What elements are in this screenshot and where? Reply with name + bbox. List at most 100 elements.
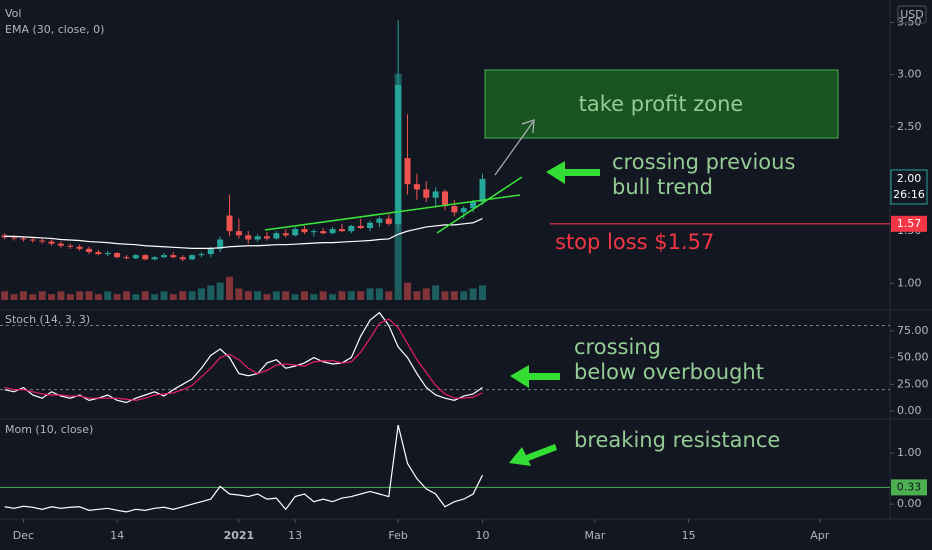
x-tick-label: 2021 [224,529,255,542]
last-price-label: 2.00 [897,172,922,185]
volume-bar [57,291,65,300]
volume-bar [10,294,18,300]
volume-bar [76,291,84,300]
candle-body [385,218,392,224]
volume-bar [151,294,159,300]
candle-body [423,189,430,198]
y-tick-label: 1.00 [897,446,922,459]
volume-bar [104,291,112,300]
y-tick-label: 50.00 [897,351,929,364]
last-price-box [890,169,928,205]
candle-body [320,231,327,234]
volume-bar [366,288,374,300]
candle-body [432,191,439,198]
volume-bar [432,285,440,300]
arrow [494,121,534,176]
take-profit-box [484,69,839,139]
volume-bar [244,291,252,300]
volume-bar [375,288,383,300]
annotation: crossing previous [612,150,795,174]
volume-bar [19,291,27,300]
candle-body [170,255,177,258]
volume-bar [48,294,56,300]
volume-bar [1,291,9,300]
candle-body [151,257,158,260]
currency-box [897,5,927,24]
candle-body [348,225,355,232]
volume-bar [478,285,486,300]
candle-body [367,222,374,228]
volume-bar [357,291,365,300]
candle-body [86,248,92,252]
volume-bar [38,291,46,300]
y-tick-label: 2.50 [897,120,922,133]
volume-bar [235,288,243,300]
volume-bar [413,291,421,300]
candle-body [207,248,214,255]
candle-body [11,237,18,239]
candle-body [217,239,224,249]
annotation: stop loss $1.57 [555,230,714,254]
volume-bar [329,294,337,300]
volume-bar [300,291,308,300]
indicator-line [4,318,483,401]
volume-bar [338,291,346,300]
volume-bar [450,291,458,300]
x-tick-label: Apr [810,529,830,542]
volume-bar [66,294,74,300]
arrow-head [521,119,535,134]
x-tick-label: 10 [475,529,489,542]
candle-body [114,253,121,258]
volume-bar [207,285,215,300]
indicator-line [4,424,484,513]
candle-body [338,229,345,232]
arrows [509,161,600,466]
candle-body [254,236,261,240]
candle-body [132,255,139,259]
candle-body [189,255,196,260]
arrow [526,373,560,380]
volume-bar [469,288,477,300]
candle-body [20,238,27,240]
candle-body [48,241,55,244]
x-tick-label: Dec [13,529,34,542]
y-tick-label: 25.00 [897,377,929,390]
volume-bar [385,291,393,300]
candle-body [67,245,74,247]
candle-body [235,231,242,236]
annotation: bull trend [612,175,713,199]
volume-bar [179,291,187,300]
volume-bar [254,291,262,300]
volume-bar [404,282,412,300]
level-label: 0.33 [897,480,922,493]
ema-line [4,218,483,249]
candle-body [451,206,458,213]
x-tick-label: 13 [288,529,302,542]
candle-body [76,246,83,249]
candle-body [376,218,383,223]
volume-bar [169,294,177,300]
volume-bar [113,294,121,300]
candle-body [264,236,270,239]
countdown: 26:16 [893,188,925,201]
candle-body [245,235,252,240]
volume-bar [216,282,224,300]
annotation: crossing [574,335,661,359]
arrow [562,169,600,176]
panel-title: Stoch (14, 3, 3) [5,313,90,326]
candle-body [470,201,477,209]
volume-bar [94,294,102,300]
annotation: take profit zone [579,92,744,116]
candle-body [57,243,64,246]
arrow-head [546,161,565,184]
volume-bar [310,294,318,300]
volume-bar [197,288,205,300]
level-label-box [891,479,927,496]
y-tick-label: 75.00 [897,324,929,337]
legend-entry: EMA (30, close, 0) [5,23,104,36]
y-tick-label: 3.00 [897,68,922,81]
candle-body [329,229,336,234]
currency: USD [900,8,924,21]
